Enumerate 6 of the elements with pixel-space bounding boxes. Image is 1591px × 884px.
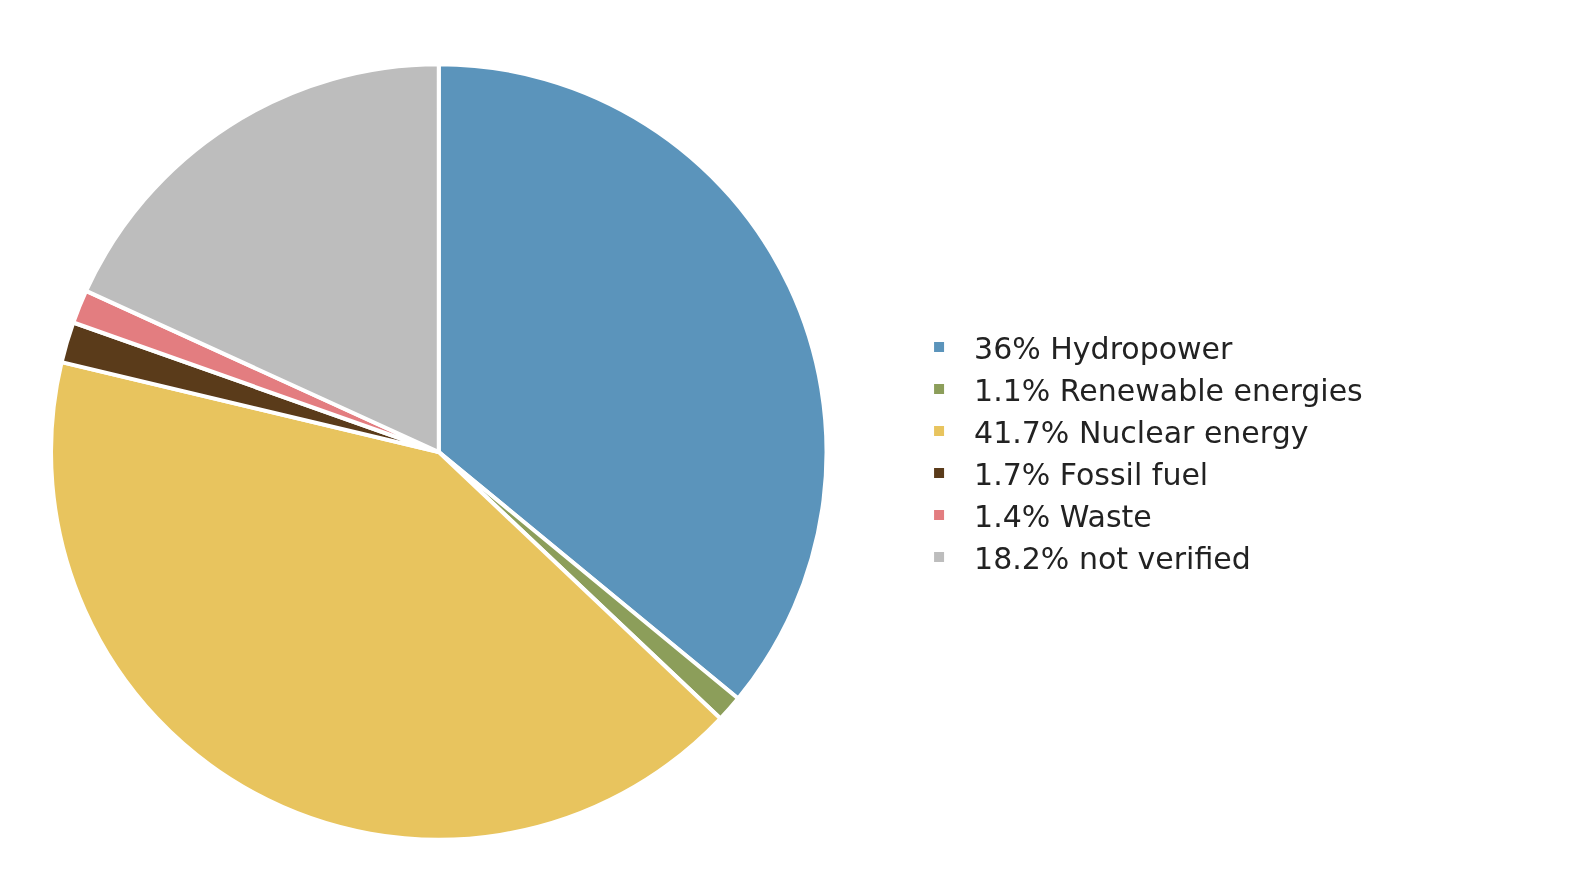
legend-label: 1.1% Renewable energies [974, 372, 1363, 408]
legend-label: 18.2% not verified [974, 540, 1251, 576]
legend-label: 1.7% Fossil fuel [974, 456, 1209, 492]
legend-label: 36% Hydropower [974, 330, 1234, 366]
legend-label: 1.4% Waste [974, 498, 1152, 534]
legend-label: 41.7% Nuclear energy [974, 414, 1309, 450]
